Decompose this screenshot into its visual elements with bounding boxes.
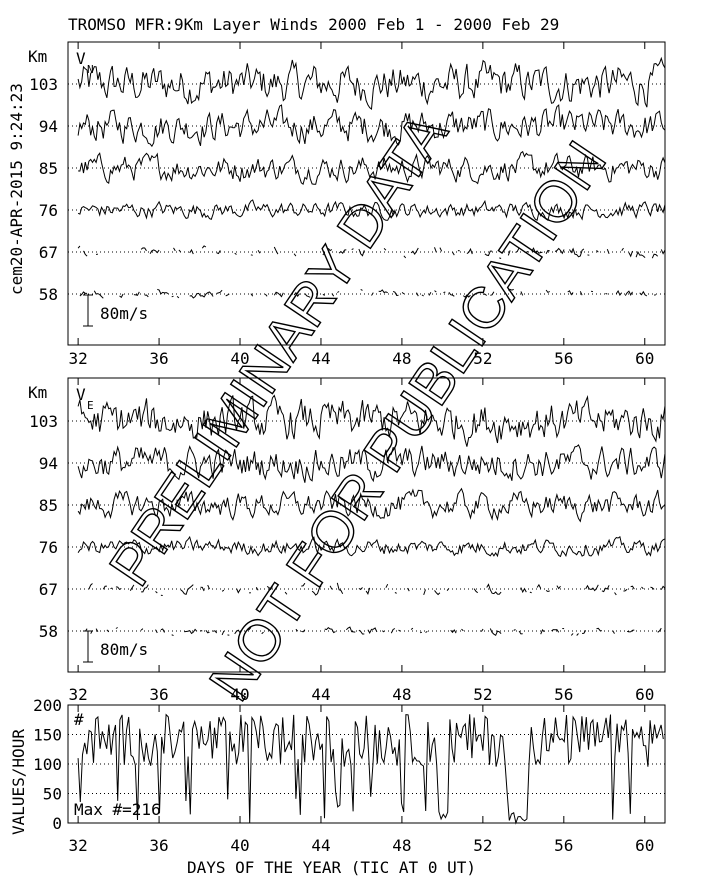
x-tick-label: 32 [68, 836, 87, 855]
y-level-label: 76 [39, 538, 58, 557]
x-tick-label: 52 [473, 836, 492, 855]
x-tick-label: 44 [311, 685, 330, 704]
y-level-label: 103 [29, 412, 58, 431]
x-tick-label: 60 [635, 349, 654, 368]
wind-series-line [77, 394, 666, 447]
x-tick-label: 56 [554, 836, 573, 855]
y-tick-label: 100 [33, 755, 62, 774]
y-tick-label: 50 [43, 785, 62, 804]
y-level-label: 58 [39, 285, 58, 304]
y-level-label: 94 [39, 454, 58, 473]
x-tick-label: 56 [554, 349, 573, 368]
y-axis-label: VALUES/HOUR [9, 729, 28, 835]
x-tick-label: 36 [149, 349, 168, 368]
y-level-label: 85 [39, 159, 58, 178]
wind-series-line [77, 199, 666, 221]
x-axis-label: DAYS OF THE YEAR (TIC AT 0 UT) [187, 858, 476, 877]
x-tick-label: 48 [392, 836, 411, 855]
x-tick-label: 52 [473, 349, 492, 368]
x-tick-label: 36 [149, 836, 168, 855]
wind-series-line [77, 245, 666, 259]
wind-series-line [77, 104, 666, 148]
wind-series-line [88, 582, 666, 596]
x-tick-label: 60 [635, 836, 654, 855]
x-tick-label: 44 [311, 836, 330, 855]
chart-title: TROMSO MFR:9Km Layer Winds 2000 Feb 1 - … [68, 15, 559, 34]
y-level-label: 67 [39, 580, 58, 599]
y-level-label: 58 [39, 622, 58, 641]
wind-series-line [77, 56, 666, 110]
panel-label: V [76, 385, 86, 404]
panel-label-sub: N [87, 63, 94, 76]
y-level-label: 67 [39, 243, 58, 262]
y-level-label: 103 [29, 75, 58, 94]
side-stamp: cem20-APR-2015 9:24:23 [7, 83, 26, 295]
x-tick-label: 32 [68, 685, 87, 704]
y-level-label: 76 [39, 201, 58, 220]
x-tick-label: 56 [554, 685, 573, 704]
y-axis-label: Km [28, 383, 47, 402]
wind-series-line [77, 487, 666, 523]
x-tick-label: 40 [230, 836, 249, 855]
wind-series-line [77, 444, 666, 483]
y-level-label: 85 [39, 496, 58, 515]
y-axis-label: Km [28, 47, 47, 66]
panel-label: V [76, 49, 86, 68]
watermark: PRELIMINARY DATA NOT FOR PUBLICATION [96, 101, 620, 713]
x-tick-label: 40 [230, 685, 249, 704]
wind-series-line [80, 289, 660, 298]
x-tick-label: 32 [68, 349, 87, 368]
x-tick-label: 44 [311, 349, 330, 368]
x-tick-label: 48 [392, 685, 411, 704]
plot-frame [67, 41, 666, 346]
scale-bar-label: 80m/s [100, 304, 148, 323]
x-tick-label: 48 [392, 349, 411, 368]
series-label: # [74, 710, 84, 729]
wind-series-line [78, 150, 666, 186]
count-series-line [77, 713, 664, 825]
y-tick-label: 150 [33, 726, 62, 745]
x-tick-label: 60 [635, 685, 654, 704]
x-tick-label: 40 [230, 349, 249, 368]
wind-series-line [77, 535, 666, 558]
x-tick-label: 52 [473, 685, 492, 704]
y-tick-label: 200 [33, 696, 62, 715]
panel-label-sub: E [87, 399, 94, 412]
y-tick-label: 0 [52, 814, 62, 833]
y-level-label: 94 [39, 117, 58, 136]
plot-frame [67, 377, 666, 673]
max-label: Max #=216 [74, 800, 161, 819]
x-tick-label: 36 [149, 685, 168, 704]
scale-bar-label: 80m/s [100, 640, 148, 659]
